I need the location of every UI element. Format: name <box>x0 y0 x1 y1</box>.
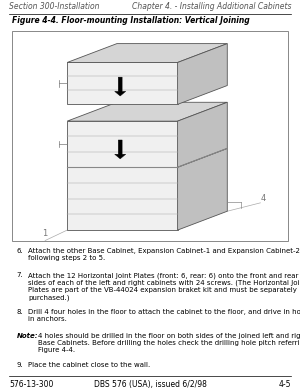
Polygon shape <box>178 148 227 230</box>
Text: Drill 4 four holes in the floor to attach the cabinet to the floor, and drive in: Drill 4 four holes in the floor to attac… <box>28 309 300 322</box>
Text: Chapter 4. - Installing Additional Cabinets: Chapter 4. - Installing Additional Cabin… <box>131 2 291 11</box>
Polygon shape <box>115 140 126 159</box>
Text: Section 300-Installation: Section 300-Installation <box>9 2 100 11</box>
Text: Place the cabinet close to the wall.: Place the cabinet close to the wall. <box>28 362 151 367</box>
Polygon shape <box>115 77 126 96</box>
Polygon shape <box>178 43 227 104</box>
Text: DBS 576 (USA), issued 6/2/98: DBS 576 (USA), issued 6/2/98 <box>94 380 206 388</box>
Polygon shape <box>67 102 227 121</box>
Text: 8.: 8. <box>16 309 23 315</box>
Text: 7.: 7. <box>16 272 23 278</box>
Text: 4: 4 <box>260 194 266 203</box>
Text: Attach the 12 Horizontal Joint Plates (front: 6, rear: 6) onto the front and rea: Attach the 12 Horizontal Joint Plates (f… <box>28 272 300 301</box>
Polygon shape <box>67 167 178 230</box>
Polygon shape <box>178 102 227 167</box>
Text: 4-5: 4-5 <box>278 380 291 388</box>
Bar <box>12 31 288 241</box>
Text: Figure 4-4. Floor-mounting Installation: Vertical Joining: Figure 4-4. Floor-mounting Installation:… <box>12 16 250 25</box>
Polygon shape <box>67 43 227 62</box>
Polygon shape <box>67 62 178 104</box>
Text: 6.: 6. <box>16 248 23 254</box>
Text: 576-13-300: 576-13-300 <box>9 380 53 388</box>
Polygon shape <box>67 121 178 167</box>
Text: Note:: Note: <box>16 333 38 338</box>
Text: Attach the other Base Cabinet, Expansion Cabinet-1 and Expansion Cabinet-2
follo: Attach the other Base Cabinet, Expansion… <box>28 248 300 262</box>
Polygon shape <box>67 148 227 167</box>
Text: 9.: 9. <box>16 362 23 367</box>
Text: 1: 1 <box>42 229 48 238</box>
Text: 4 holes should be drilled in the floor on both sides of the joined left and righ: 4 holes should be drilled in the floor o… <box>38 333 300 353</box>
